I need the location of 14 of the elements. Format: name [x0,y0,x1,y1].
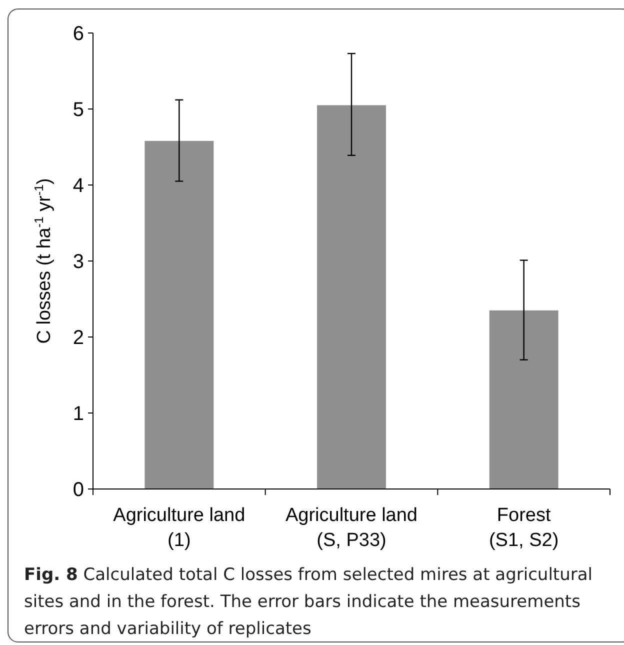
y-tick-label: 2 [72,327,84,349]
y-tick-label: 1 [72,403,84,425]
bar [317,105,386,489]
x-tick-label: Forest (S1, S2) [488,505,559,551]
y-tick-label: 4 [72,175,84,197]
bar [144,140,214,489]
y-tick-label: 3 [72,251,84,273]
x-tick-label: Agriculture land (1) [113,505,246,551]
y-tick-label: 5 [72,99,84,121]
caption: Fig. 8 Calculated total C losses from selected mires at agricultural sites and in the forest. The error bars indicate the measurements errors and variability of replicates [24,565,593,639]
y-tick-label: 0 [72,479,84,501]
x-tick-label: Agriculture land (S, P33) [285,505,418,551]
bar [489,310,558,489]
y-tick-label: 6 [72,23,84,45]
